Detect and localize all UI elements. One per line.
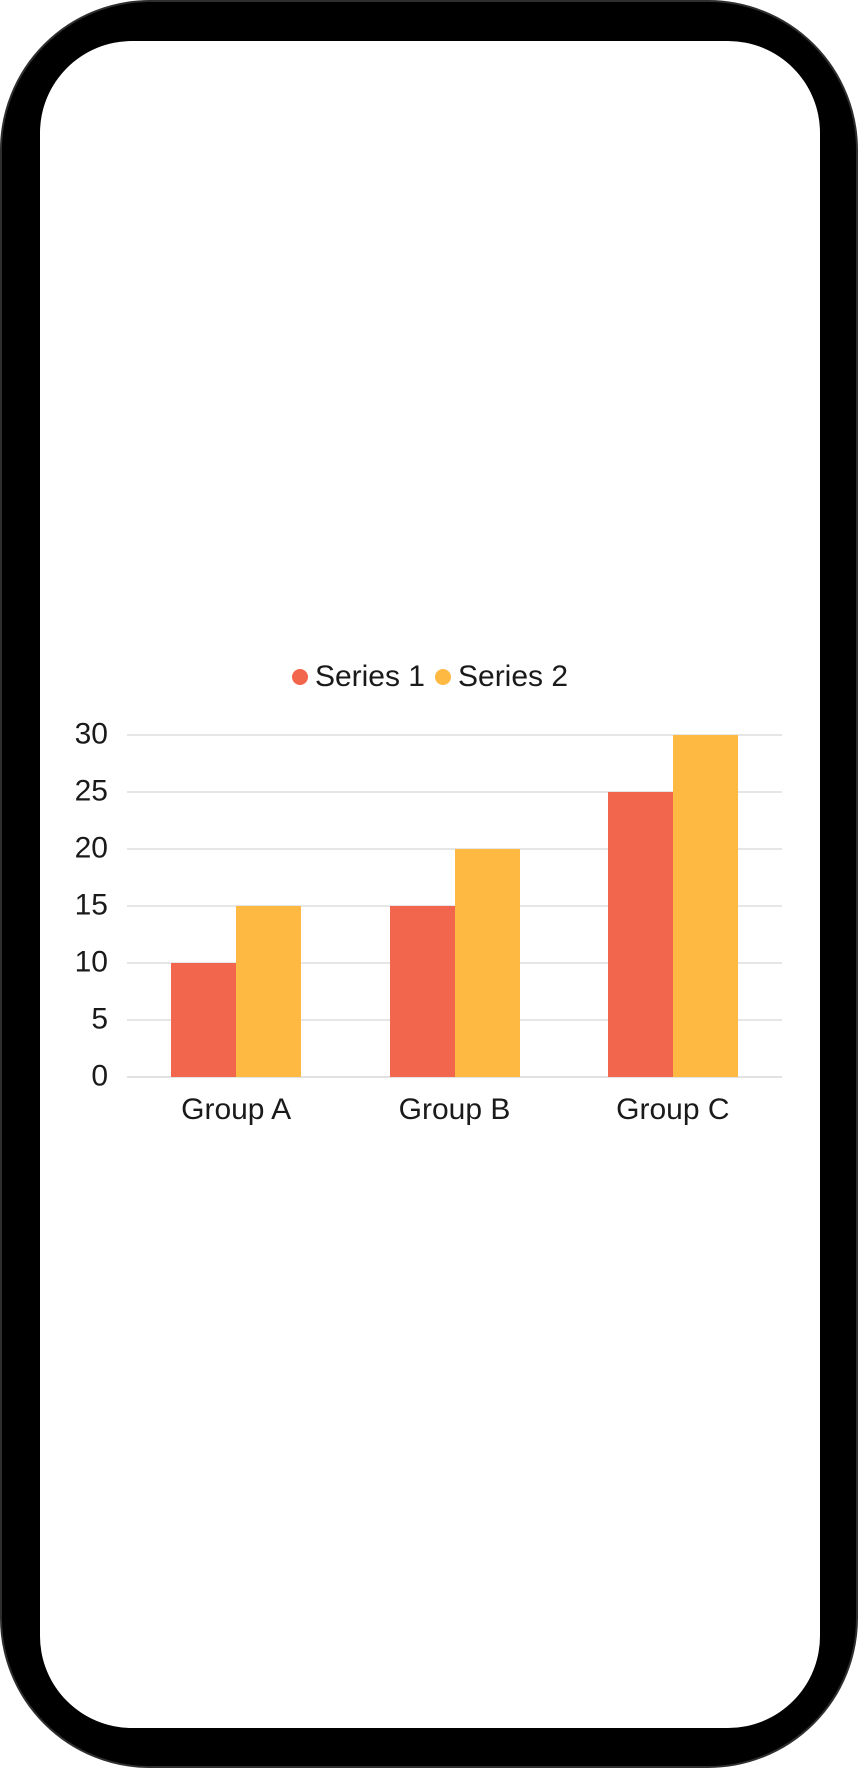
legend-item-series-1[interactable]: Series 1 [291, 658, 425, 696]
chart-legend: Series 1 Series 2 [40, 658, 820, 696]
bar-series-2-group-a[interactable] [236, 906, 302, 1077]
plot-area [127, 734, 782, 1078]
x-tick-label-group-b: Group B [398, 1093, 511, 1126]
legend-label: Series 1 [314, 660, 425, 693]
bar-series-2-group-b[interactable] [454, 849, 520, 1077]
phone-screen: Series 1 Series 2 0 5 10 15 20 25 30 Group A Gro… [40, 41, 820, 1728]
y-tick-label-25: 25 [74, 774, 108, 808]
y-tick-label-15: 15 [74, 888, 108, 922]
bar-series-1-group-a[interactable] [171, 963, 237, 1077]
y-tick-label-0: 0 [91, 1059, 108, 1093]
y-tick-label-20: 20 [74, 831, 108, 865]
y-tick-label-10: 10 [74, 945, 108, 979]
legend-swatch-icon [291, 669, 308, 685]
y-tick-label-5: 5 [91, 1002, 108, 1036]
bar-series-2-group-c[interactable] [672, 735, 738, 1077]
legend-swatch-icon [435, 669, 451, 685]
x-axis: Group A Group B Group C [127, 1090, 782, 1132]
y-axis: 0 5 10 15 20 25 30 [40, 717, 108, 1092]
legend-label: Series 2 [458, 660, 569, 693]
x-tick-label-group-c: Group C [616, 1093, 730, 1126]
legend-item-series-2[interactable]: Series 2 [435, 658, 568, 696]
bar-series-1-group-c[interactable] [607, 792, 673, 1077]
bar-series-1-group-b[interactable] [389, 906, 455, 1077]
gridline-25 [127, 791, 782, 793]
gridline-0 [127, 1076, 782, 1078]
gridline-30 [127, 734, 782, 736]
x-tick-label-group-a: Group A [181, 1093, 292, 1126]
y-tick-label-30: 30 [74, 717, 108, 751]
